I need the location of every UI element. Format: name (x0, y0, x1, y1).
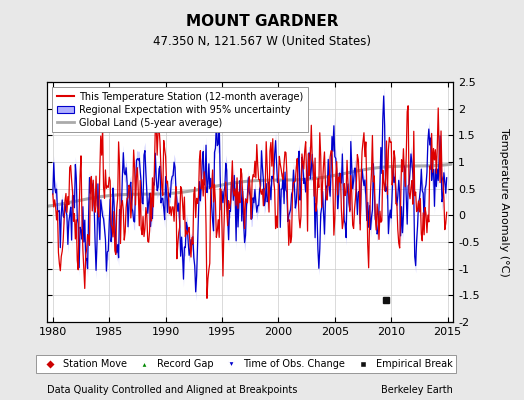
Y-axis label: Temperature Anomaly (°C): Temperature Anomaly (°C) (499, 128, 509, 276)
Text: Data Quality Controlled and Aligned at Breakpoints: Data Quality Controlled and Aligned at B… (47, 385, 298, 395)
Legend: This Temperature Station (12-month average), Regional Expectation with 95% uncer: This Temperature Station (12-month avera… (52, 87, 308, 132)
Text: MOUNT GARDNER: MOUNT GARDNER (185, 14, 339, 30)
Legend: Station Move, Record Gap, Time of Obs. Change, Empirical Break: Station Move, Record Gap, Time of Obs. C… (36, 355, 456, 373)
Text: 47.350 N, 121.567 W (United States): 47.350 N, 121.567 W (United States) (153, 36, 371, 48)
Text: Berkeley Earth: Berkeley Earth (381, 385, 453, 395)
